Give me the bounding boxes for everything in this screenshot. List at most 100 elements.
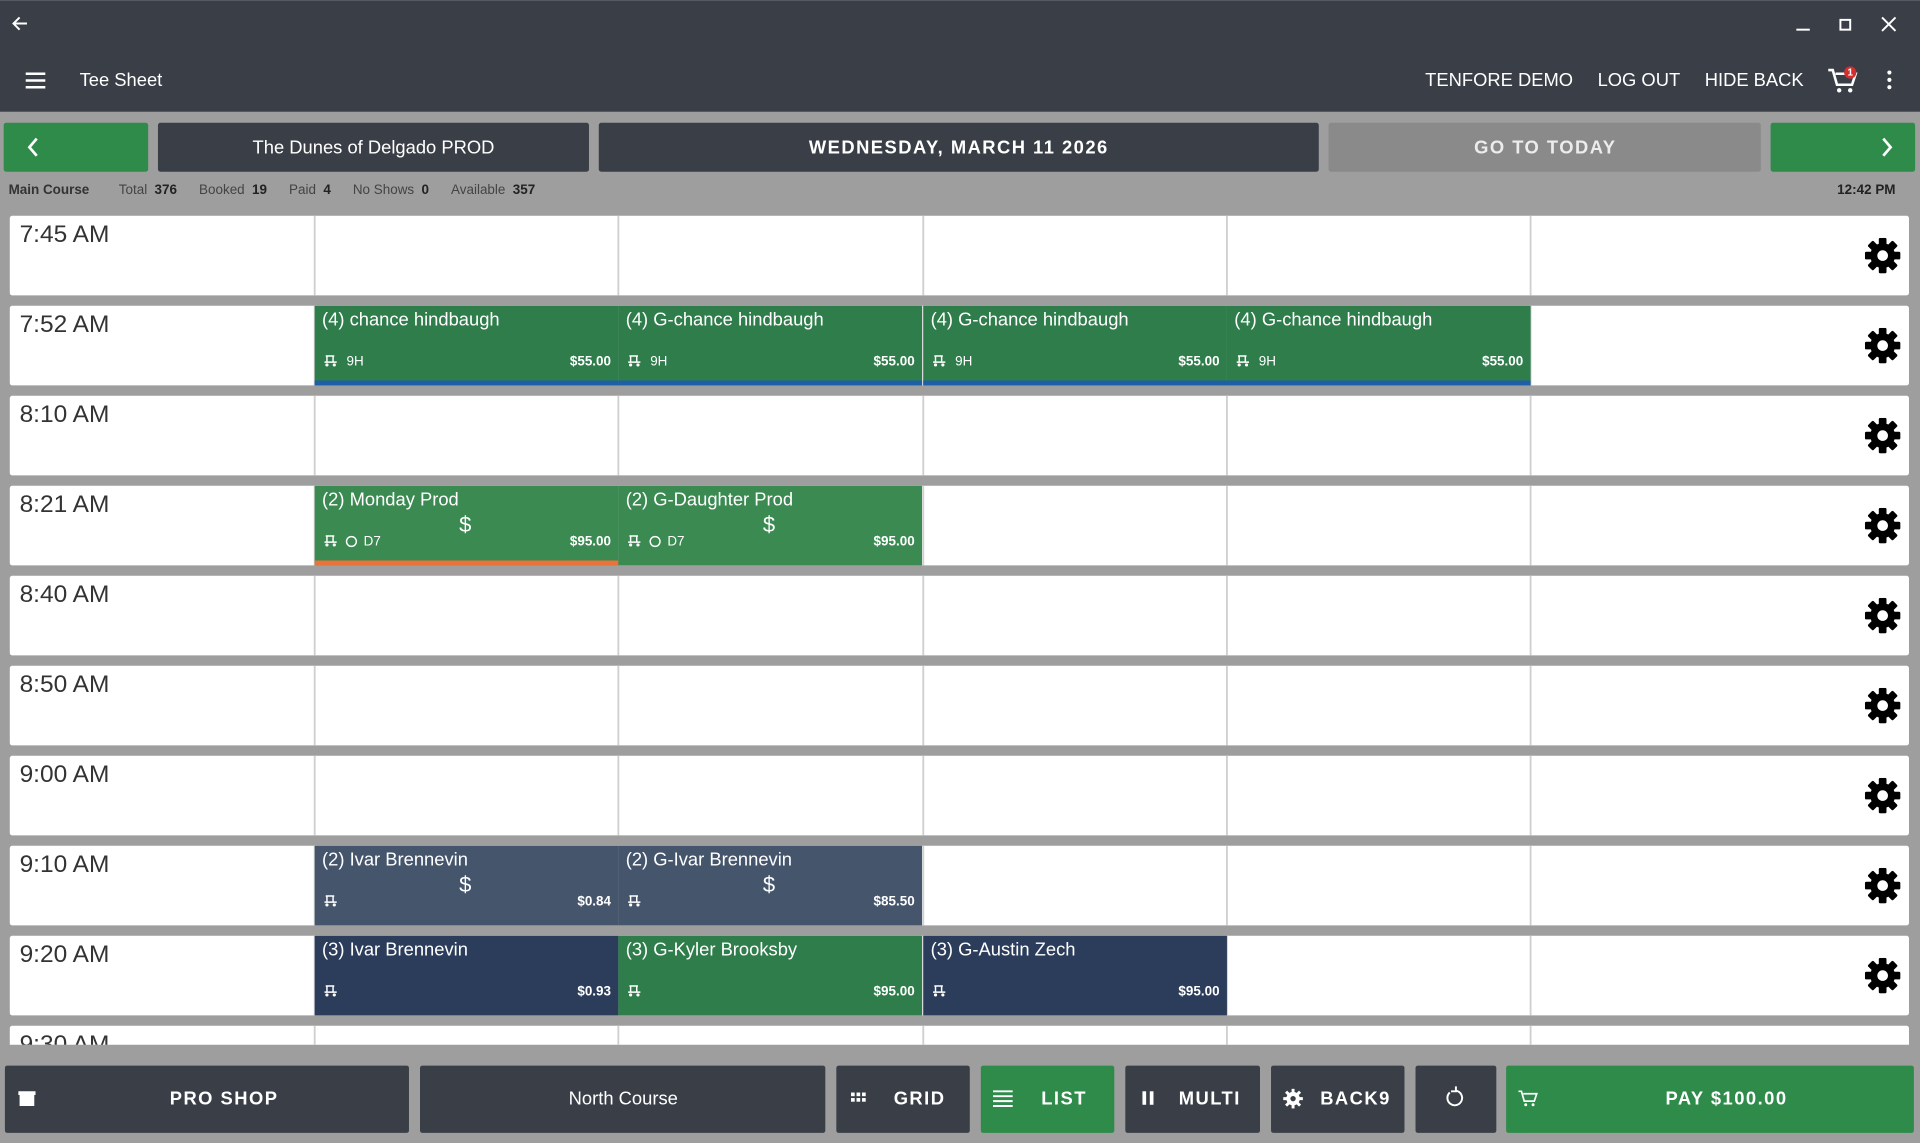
cart-count: 1 [1847, 68, 1853, 79]
booking[interactable]: (4) chance hindbaugh 9H $55.00 [314, 305, 619, 386]
cart-badge [1844, 66, 1857, 79]
slot-info: D7 [364, 534, 381, 549]
row-background [9, 485, 1909, 566]
close[interactable] [1881, 16, 1897, 32]
booking[interactable]: (3) G-Austin Zech $95.00 [923, 935, 1227, 1016]
player-name: (4) G-chance hindbaugh [1234, 308, 1432, 329]
booking[interactable]: (2) Monday Prod D7 $ $95.00 [314, 485, 619, 566]
course-name: The Dunes of Delgado PROD [253, 136, 495, 157]
next-day[interactable] [1770, 122, 1916, 172]
row-background [9, 395, 1909, 476]
row-background [9, 575, 1909, 656]
charge-indicator: $ [763, 512, 775, 537]
slot-price: $55.00 [1482, 354, 1523, 369]
grid-button[interactable] [836, 1065, 970, 1133]
tee-time: 7:45 AM [20, 221, 110, 248]
tee-time-row[interactable]: 9:30 AM [9, 1025, 1909, 1106]
pause-icon [1142, 1091, 1154, 1105]
pay-button[interactable] [1506, 1065, 1914, 1133]
header-action[interactable]: TENFORE DEMO [1425, 69, 1573, 90]
restore[interactable] [1839, 18, 1852, 31]
more-menu[interactable] [1887, 70, 1892, 90]
tee-time-row[interactable]: 9:20 AM (3) Ivar Brennevin $0.93 (3) G-Kyle… [9, 935, 1909, 1016]
tee-time-row[interactable]: 8:10 AM [9, 395, 1909, 476]
booking[interactable]: (2) Ivar Brennevin $ $0.84 [314, 845, 619, 926]
top-bar [0, 0, 1920, 112]
charge-indicator: $ [459, 512, 471, 537]
pro-shop-button[interactable] [4, 1065, 409, 1133]
booking[interactable]: (4) G-chance hindbaugh 9H $55.00 [618, 305, 923, 386]
settings-gear[interactable] [1864, 777, 1901, 814]
booking-stripe [923, 380, 1227, 386]
back9-button[interactable] [1271, 1065, 1405, 1133]
slot-info: 9H [650, 354, 667, 369]
list-button[interactable] [980, 1065, 1115, 1133]
tee-time: 8:21 AM [20, 491, 110, 518]
stat-label: Available [451, 182, 505, 197]
booking[interactable]: (2) G-Daughter Prod D7 $ $95.00 [618, 485, 923, 566]
booking-stripe [314, 380, 619, 386]
booking[interactable]: (4) G-chance hindbaugh 9H $55.00 [923, 305, 1227, 386]
slot-price: $95.00 [874, 984, 915, 999]
tee-time-row[interactable]: 7:45 AM [9, 215, 1909, 296]
settings-gear[interactable] [1864, 597, 1901, 634]
booking-stripe [1226, 380, 1531, 386]
tee-time: 7:52 AM [20, 311, 110, 338]
web-icon [649, 535, 661, 548]
go-today-label: GO TO TODAY [1474, 136, 1616, 157]
stat-label: No Shows [353, 182, 415, 197]
settings-gear[interactable] [1864, 687, 1901, 724]
booking[interactable]: (2) G-Ivar Brennevin $ $85.50 [618, 845, 923, 926]
course-switch-label: North Course [569, 1088, 678, 1109]
go-today[interactable] [1328, 122, 1761, 172]
settings-gear[interactable] [1864, 237, 1901, 274]
booking-card [1226, 305, 1531, 386]
settings-gear[interactable] [1864, 867, 1901, 904]
settings-gear[interactable] [1864, 507, 1901, 544]
player-name: (4) G-chance hindbaugh [931, 308, 1129, 329]
slot-price: $0.84 [577, 894, 611, 909]
stats-course: Main Course [9, 182, 90, 197]
booking-card [314, 845, 619, 926]
booking-card [618, 485, 923, 566]
tee-time: 8:40 AM [20, 581, 110, 608]
prev-day[interactable] [3, 122, 149, 172]
refresh-button[interactable] [1415, 1065, 1497, 1133]
date: WEDNESDAY, MARCH 11 2026 [809, 136, 1109, 157]
prev-icon [27, 137, 38, 157]
tee-time-row[interactable]: 8:40 AM [9, 575, 1909, 656]
window-controls[interactable] [12, 16, 1897, 32]
slot-price: $95.00 [874, 534, 915, 549]
booking[interactable]: (3) G-Kyler Brooksby $95.00 [618, 935, 923, 1016]
booking[interactable]: (4) G-chance hindbaugh 9H $55.00 [1226, 305, 1531, 386]
header-action[interactable]: LOG OUT [1598, 69, 1681, 90]
course-switch[interactable] [420, 1065, 826, 1133]
tee-time: 8:50 AM [20, 671, 110, 698]
stat-label: Paid [289, 182, 316, 197]
booking[interactable]: (3) Ivar Brennevin $0.93 [314, 935, 619, 1016]
tee-time-row[interactable]: 8:50 AM [9, 665, 1909, 746]
settings-gear[interactable] [1864, 327, 1901, 364]
header-action[interactable]: HIDE BACK [1705, 69, 1805, 90]
player-name: (4) G-chance hindbaugh [626, 308, 824, 329]
course-select[interactable] [157, 122, 589, 172]
store-icon [18, 1091, 36, 1106]
date-picker[interactable] [598, 122, 1319, 172]
booking-card [618, 845, 923, 926]
menu-button[interactable] [25, 72, 46, 89]
tee-time-row[interactable]: 9:00 AM [9, 755, 1909, 836]
settings-gear[interactable] [1864, 957, 1901, 994]
clock: 12:42 PM [1837, 182, 1895, 197]
settings-gear[interactable] [1864, 417, 1901, 454]
back9-icon [1283, 1088, 1303, 1109]
booking-stripe [314, 560, 619, 566]
slot-price: $95.00 [570, 534, 611, 549]
multi-button[interactable] [1125, 1065, 1260, 1133]
row-background [9, 755, 1909, 836]
back-arrow[interactable] [12, 16, 27, 31]
back9-label: BACK9 [1320, 1088, 1391, 1109]
tee-time-row[interactable]: 9:10 AM (2) Ivar Brennevin $ $0.84 (2) G-Iva… [9, 845, 1909, 926]
